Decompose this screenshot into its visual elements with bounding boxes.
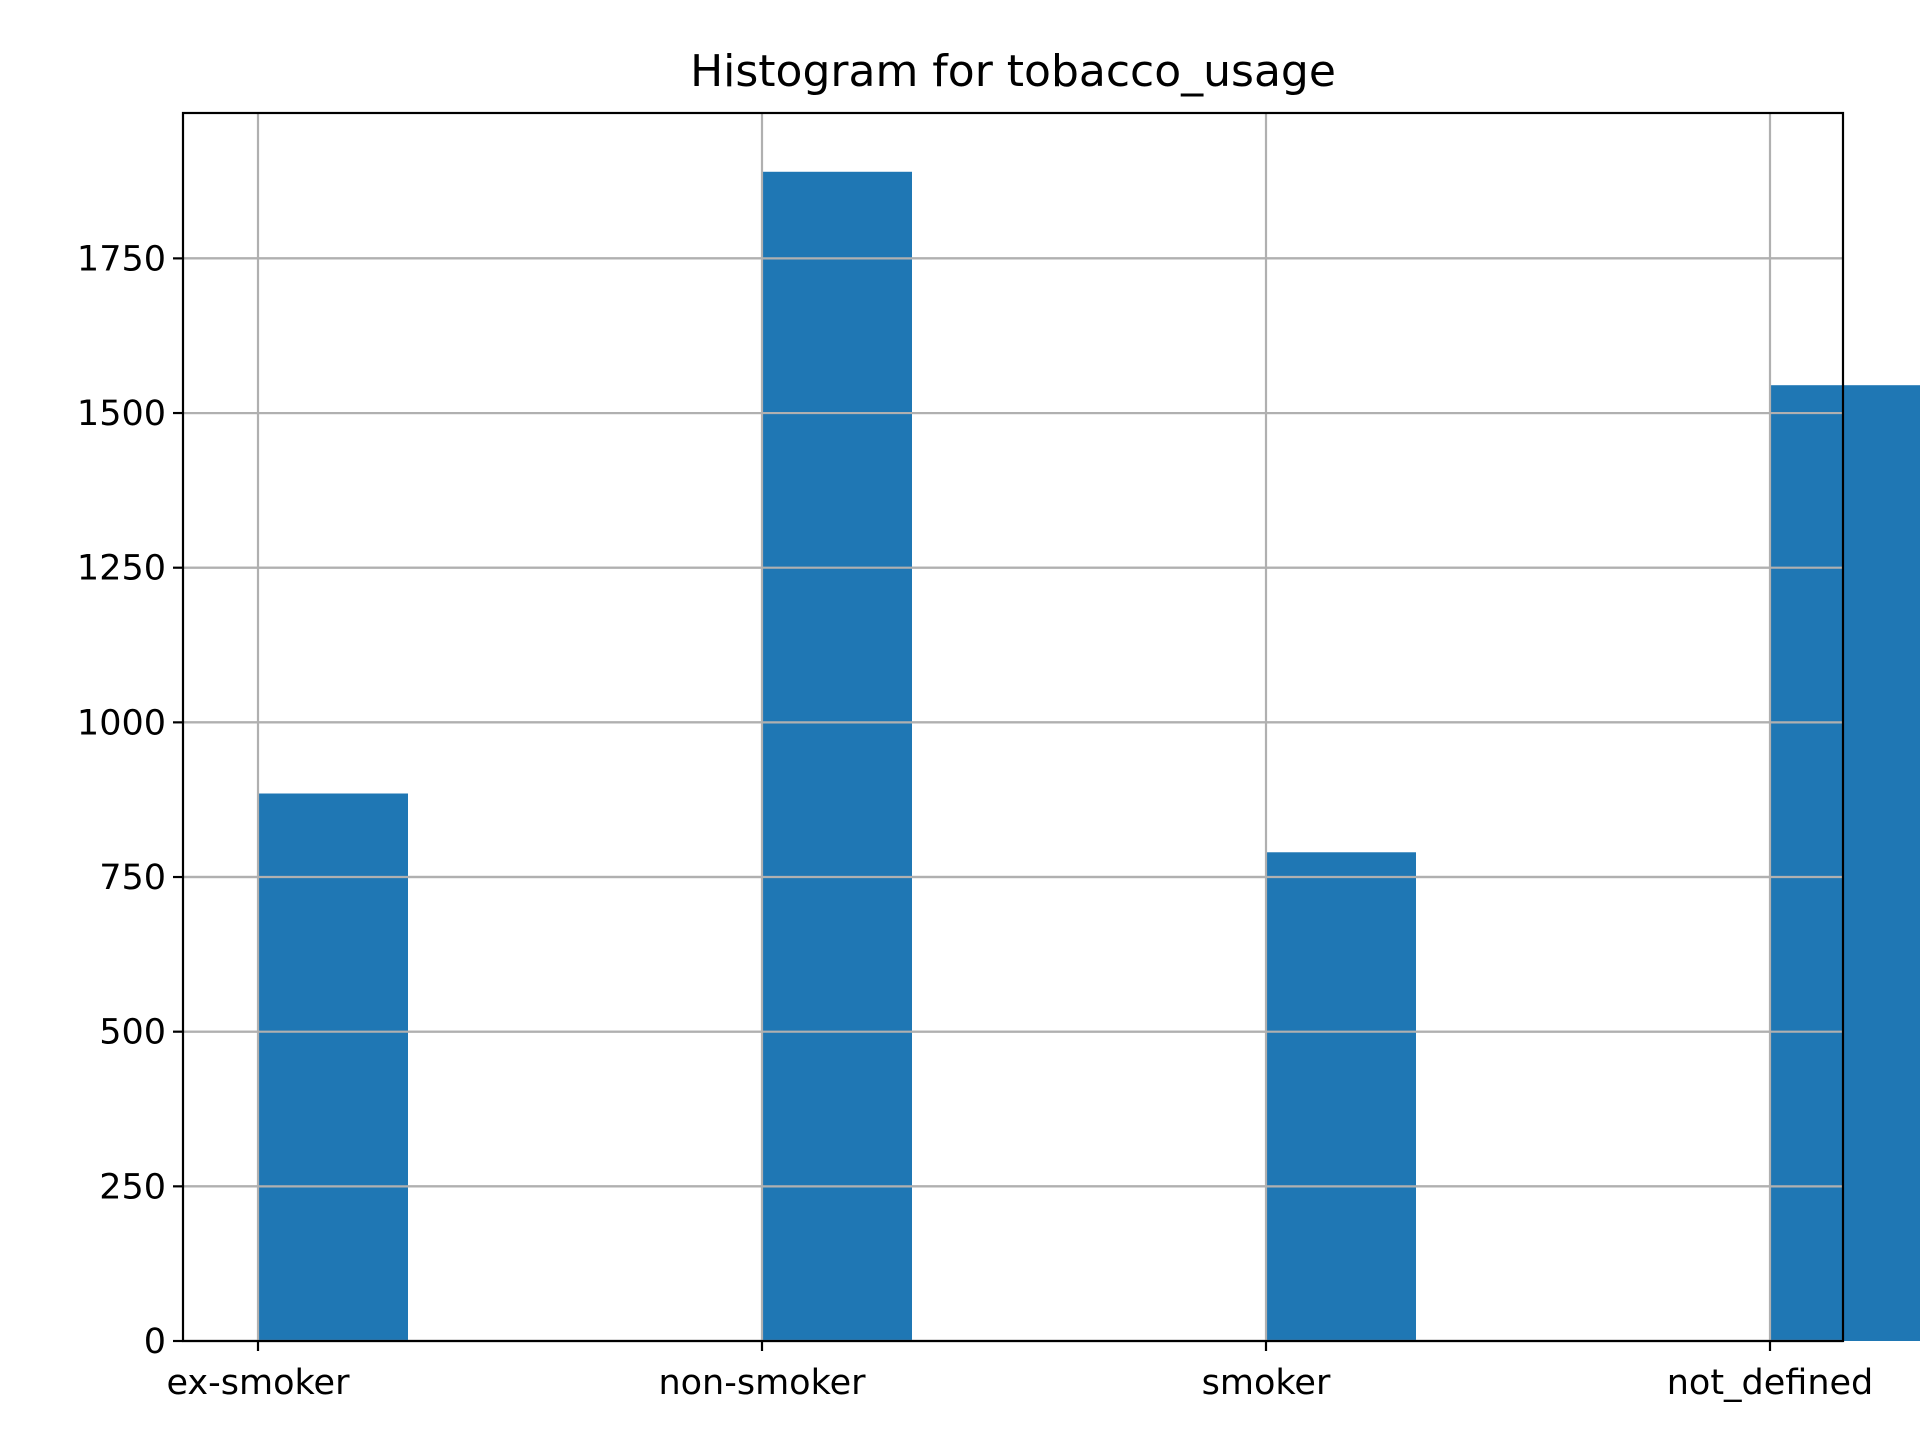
chart-title: Histogram for tobacco_usage <box>690 46 1336 97</box>
bar-ex-smoker <box>258 793 408 1341</box>
y-tick-label: 1500 <box>77 394 166 434</box>
bar-not_defined <box>1770 385 1920 1341</box>
x-tick-label: non-smoker <box>658 1363 866 1403</box>
bar-non-smoker <box>762 171 912 1342</box>
y-tick-label: 1750 <box>77 239 166 279</box>
bars-layer <box>183 113 1920 1343</box>
y-tick-label: 1000 <box>77 703 166 743</box>
x-tick-label: smoker <box>1202 1363 1331 1403</box>
axes-frame <box>181 111 1845 1343</box>
y-tick-label: 0 <box>144 1322 166 1362</box>
y-tick-label: 500 <box>99 1013 166 1053</box>
ticks-layer: 0 250 500 750 1000 1250 1500 1750 ex-smoker non-s… <box>77 239 1873 1403</box>
bar-smoker <box>1266 852 1416 1341</box>
y-tick-label: 1250 <box>77 549 166 589</box>
y-tick-label: 250 <box>99 1167 166 1207</box>
x-tick-label: ex-smoker <box>167 1363 351 1403</box>
x-tick-label: not_defined <box>1667 1363 1874 1403</box>
y-tick-label: 750 <box>99 858 166 898</box>
